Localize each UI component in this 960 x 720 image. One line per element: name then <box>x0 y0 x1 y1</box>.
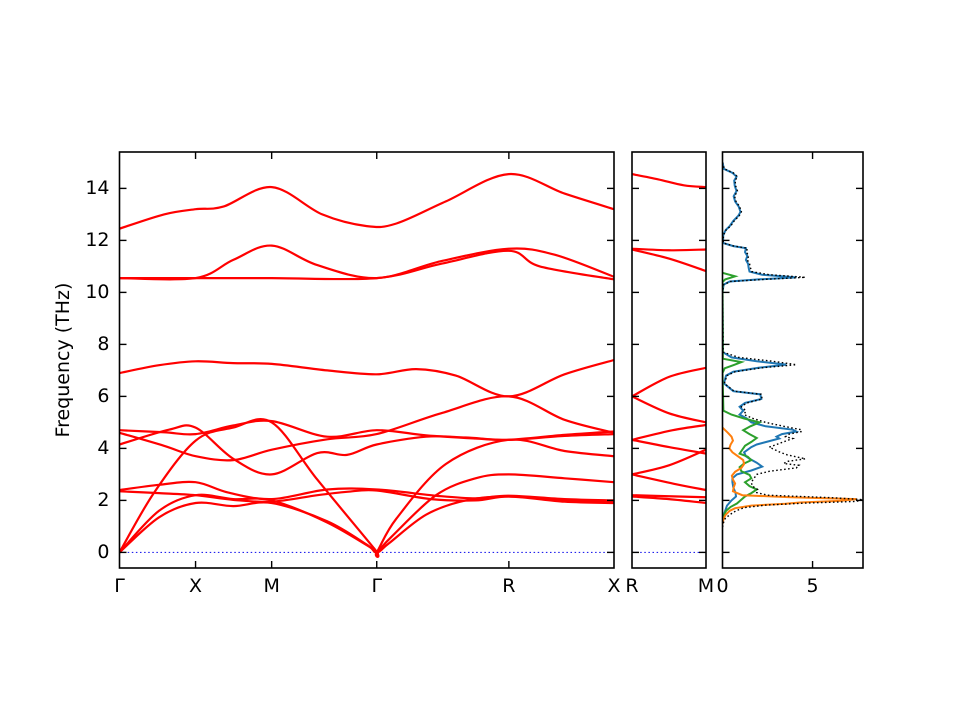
x-tick-label: 5 <box>806 575 819 597</box>
band-line <box>632 395 706 424</box>
band-line <box>632 473 706 492</box>
band-line <box>119 358 614 398</box>
band-structure-rm-panel <box>632 173 706 553</box>
band-structure-panel <box>119 172 614 558</box>
band-line <box>632 247 706 252</box>
y-tick-label: 2 <box>97 489 110 512</box>
x-tick-label: X <box>189 575 203 597</box>
rm-axes-spines <box>631 151 707 569</box>
band-line <box>632 495 706 505</box>
y-tick-label: 6 <box>97 385 110 408</box>
dos-partial-a-curve <box>722 162 800 522</box>
band-line <box>632 366 706 398</box>
band-line <box>119 395 614 462</box>
band-line <box>632 494 706 499</box>
main-axes-spines <box>118 151 615 569</box>
y-tick-label: 8 <box>97 333 110 356</box>
band-line <box>632 248 706 273</box>
band-line <box>119 424 614 476</box>
band-line <box>632 173 706 189</box>
y-tick-label: 10 <box>85 281 110 304</box>
dos-partial-c-curve <box>722 426 857 525</box>
band-line <box>119 172 614 230</box>
y-tick-label: 0 <box>97 541 110 564</box>
dos-panel <box>722 162 863 530</box>
dos-axes-spines <box>721 151 864 569</box>
y-tick-label: 4 <box>97 437 110 460</box>
band-line <box>119 249 614 281</box>
band-line <box>119 480 614 502</box>
x-tick-label: M <box>263 575 280 597</box>
band-line <box>632 423 706 441</box>
x-tick-label: M <box>697 575 715 597</box>
band-line <box>119 419 614 442</box>
band-line <box>119 473 614 555</box>
band-line <box>632 438 706 455</box>
x-tick-label: Γ <box>114 575 125 597</box>
x-tick-label: R <box>502 575 516 597</box>
x-tick-label: Γ <box>371 575 383 597</box>
y-tick-label: 14 <box>85 177 110 200</box>
band-line <box>632 448 706 476</box>
y-axis-title: Frequency (THz) <box>52 282 74 438</box>
x-tick-label: X <box>607 575 621 597</box>
dos-total-curve <box>722 162 863 530</box>
x-tick-label: R <box>625 575 639 597</box>
y-tick-label: 12 <box>85 229 110 252</box>
band-line <box>119 244 614 281</box>
x-tick-label: 0 <box>716 575 729 597</box>
